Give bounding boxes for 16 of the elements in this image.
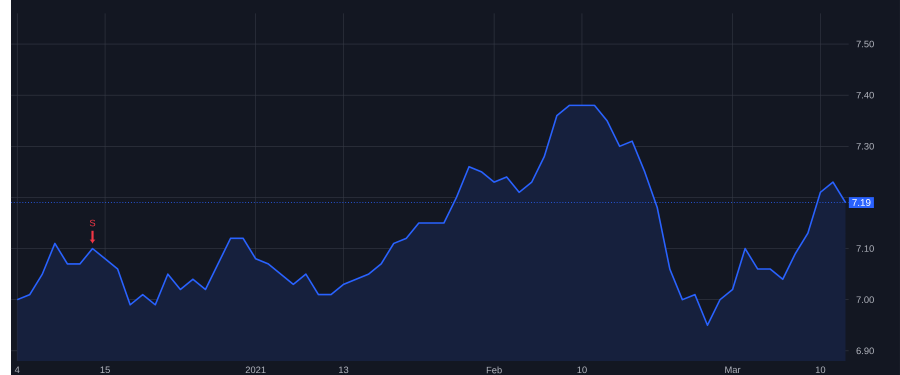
- x-tick-label: Feb: [486, 366, 502, 374]
- y-tick-label: 6.90: [856, 347, 874, 354]
- x-tick-label: 2021: [246, 366, 266, 373]
- x-tick-label: 10: [577, 366, 587, 373]
- x-tick-label: 10: [816, 366, 826, 373]
- x-tick-label: 15: [100, 366, 110, 373]
- x-tick-label: 4: [14, 366, 20, 373]
- y-tick-label: 7.40: [856, 92, 874, 98]
- annotation: S: [90, 220, 96, 226]
- ref-line-label: 7.19: [852, 198, 870, 206]
- y-tick-label: 7.30: [856, 142, 874, 150]
- y-tick-label: 7.10: [856, 245, 874, 252]
- x-tick-label: Mar: [725, 366, 740, 373]
- y-tick-label: 7.50: [856, 40, 874, 48]
- x-tick-label: 13: [339, 366, 348, 373]
- y-tick-label: 7.00: [856, 296, 874, 303]
